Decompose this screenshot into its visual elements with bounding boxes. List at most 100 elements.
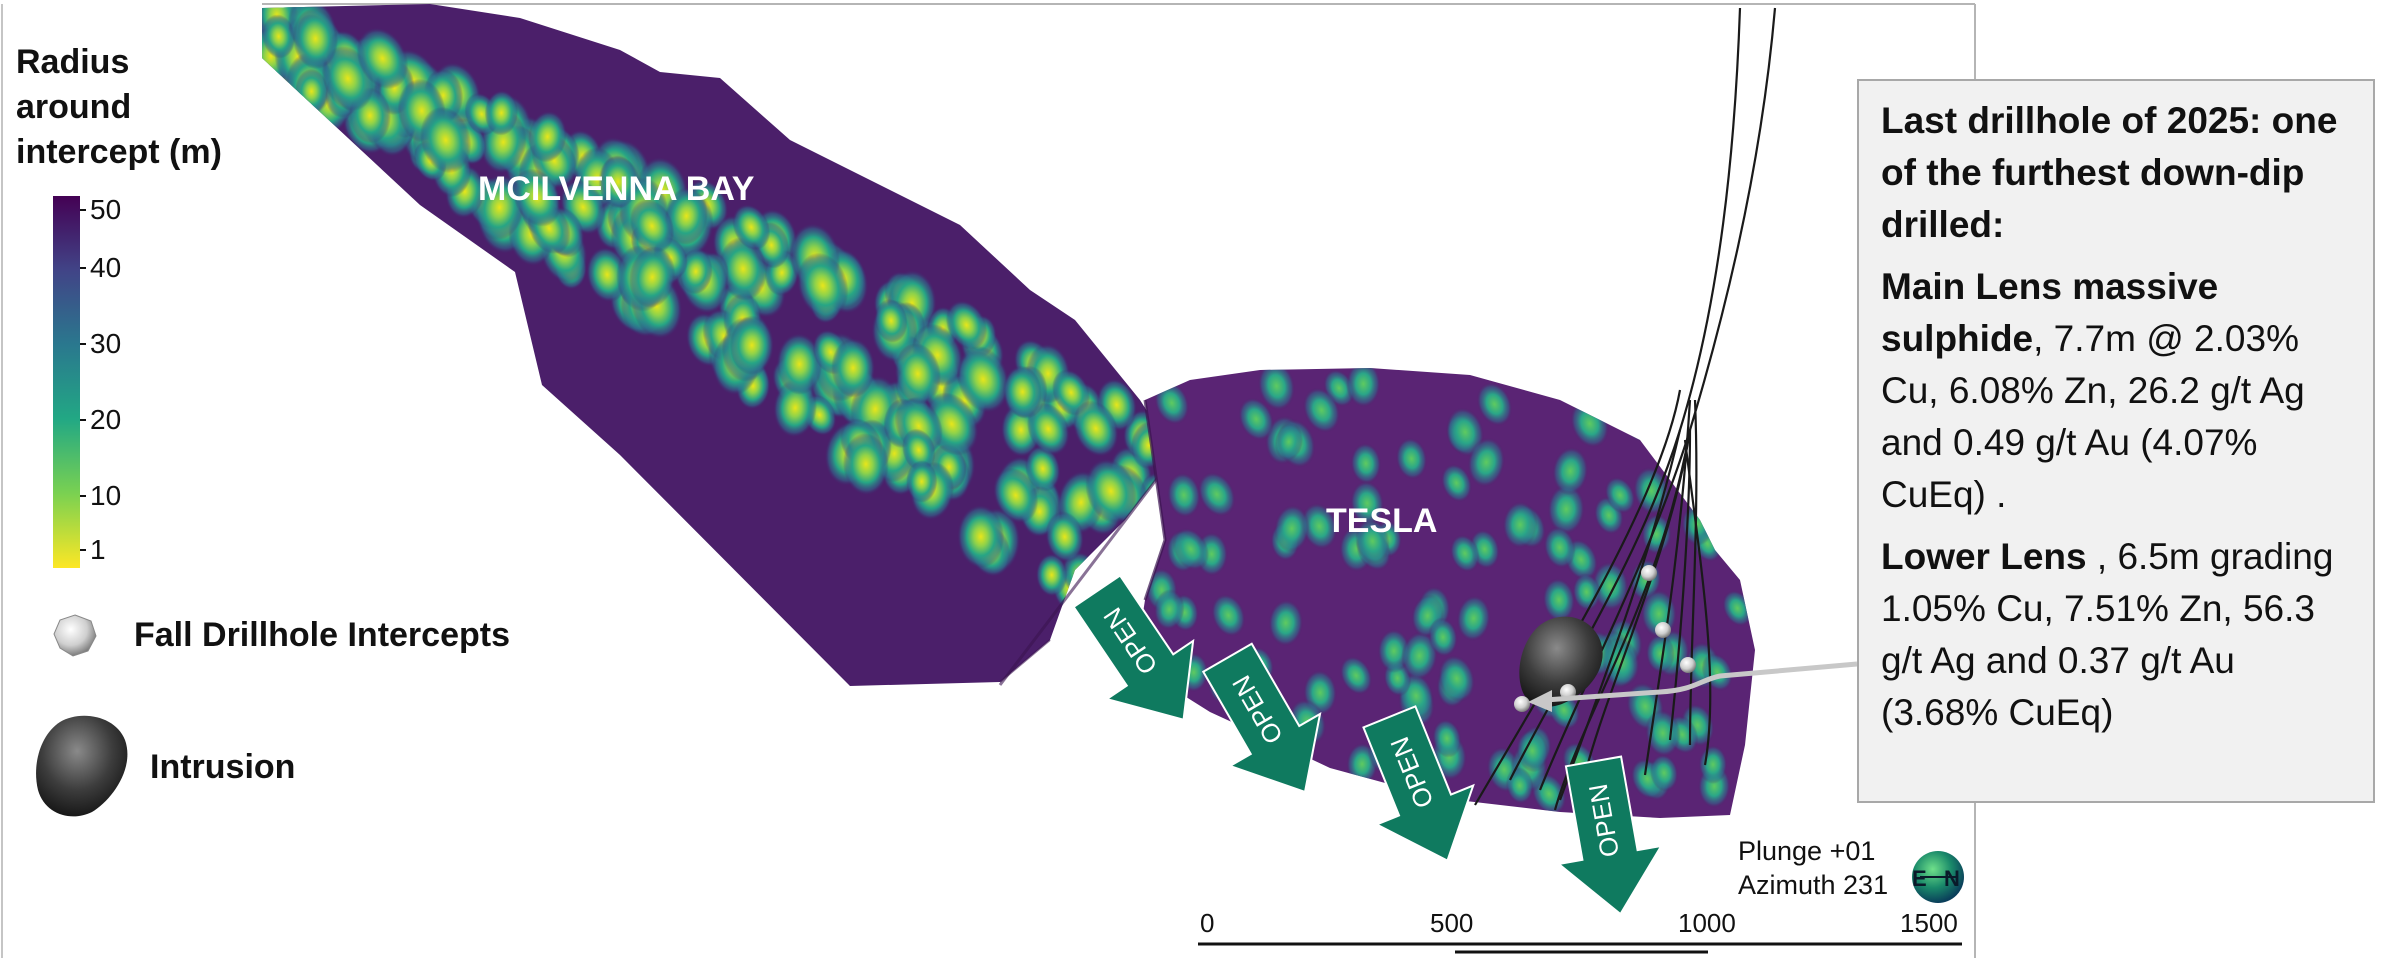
intercept-radius-blob [1274, 504, 1310, 553]
legend-intercepts-label: Fall Drillhole Intercepts [134, 616, 510, 654]
intercept-radius-blob [664, 187, 708, 245]
intercept-radius-blob [1172, 527, 1210, 571]
intercept-radius-blob [1307, 765, 1340, 809]
intercept-radius-blob [1026, 402, 1070, 456]
intercept-radius-blob [1456, 595, 1491, 642]
intercept-radius-blob [1350, 480, 1385, 526]
intercept-radius-blob [1073, 400, 1119, 457]
mcilvenna-bay-lens [262, 4, 1177, 686]
intercept-radius-blob [1085, 458, 1137, 524]
legend-title-line-1: Radius [16, 43, 130, 81]
colorbar-tick-label: 40 [90, 252, 122, 283]
legend-title-line-2: around [16, 88, 132, 126]
intercept-radius-blob [831, 338, 876, 398]
intercept-radius-blob [1401, 631, 1438, 681]
scale-label: 1000 [1678, 908, 1736, 938]
intercept-radius-blob [420, 106, 472, 174]
intercept-radius-blob [1268, 599, 1304, 647]
intercept-radius-blob [1045, 511, 1084, 563]
intercept-radius-blob [528, 111, 567, 163]
intercept-radius-blob [902, 428, 936, 472]
colorbar [53, 196, 80, 568]
drillhole-callout: Last drillhole of 2025: one of the furth… [1857, 79, 2375, 803]
intercept-radius-blob [1645, 633, 1675, 674]
svg-text:N: N [1944, 866, 1960, 891]
intercept-radius-blob [512, 168, 561, 227]
intercept-radius-blob [1350, 442, 1382, 485]
intercept-radius-blob [1035, 553, 1068, 597]
intercept-radius-blob [1170, 737, 1204, 778]
intercept-radius-blob [729, 315, 774, 375]
intercept-radius-blob [906, 460, 938, 503]
callout-lower-lens: Lower Lens , 6.5m grading 1.05% Cu, 7.51… [1881, 536, 2334, 733]
intercept-radius-blob [484, 90, 519, 136]
intercept-radius-blob [1552, 446, 1589, 496]
intercept-radius-blob [1709, 424, 1742, 464]
legend-title-line-3: intercept (m) [16, 133, 222, 171]
intercept-radius-blob [356, 27, 409, 90]
intercept-radius-blob [1502, 501, 1538, 549]
legend-intrusion-label: Intrusion [150, 748, 296, 786]
intercept-radius-blob [474, 174, 525, 241]
intercept-radius-blob [1302, 387, 1341, 433]
intercept-radius-blob [1355, 518, 1390, 564]
intercept-radius-blob [1428, 617, 1458, 657]
intercept-radius-blob [1440, 463, 1473, 503]
callout-heading: Last drillhole of 2025: one of the furth… [1881, 100, 2338, 245]
intercept-radius-blob [1346, 368, 1381, 408]
open-arrow: OPEN [1556, 755, 1664, 916]
open-arrow: OPEN [1362, 705, 1475, 863]
intercept-radius-blob [956, 345, 1010, 413]
intercept-radius-blob [1601, 636, 1640, 687]
intercept-symbol [53, 614, 97, 657]
intercept-radius-blob [1649, 754, 1679, 792]
svg-text:E: E [1912, 866, 1927, 891]
label-tesla: TESLA [1326, 502, 1437, 540]
intercept-radius-blob [1449, 534, 1480, 573]
intercept-radius-blob [1167, 472, 1201, 518]
intercept-radius-blob [1591, 561, 1629, 611]
intercept-radius-blob [1301, 502, 1338, 550]
scale-label: 0 [1200, 908, 1215, 938]
colorbar-tick-label: 10 [90, 480, 122, 511]
intercept-radius-blob [732, 204, 771, 251]
callout-leader [1544, 661, 1858, 703]
colorbar-tick-label: 50 [90, 194, 122, 225]
intercept-radius-blob [1516, 729, 1549, 773]
intercept-radius-blob [1543, 526, 1576, 569]
intercept-radius-blob [1467, 437, 1506, 488]
intrusion-symbol [36, 715, 128, 817]
colorbar-tick-label: 1 [90, 534, 106, 565]
intercept-radius-blob [1698, 745, 1728, 784]
intrusion-body [1519, 616, 1603, 707]
intercept-radius-blob [586, 247, 628, 303]
intercept-radius-blob [1476, 382, 1513, 427]
colorbar-tick-label: 20 [90, 404, 122, 435]
intercept-radius-blob [629, 246, 676, 308]
intercept-radius-blob [1713, 381, 1751, 431]
scale-label: 500 [1430, 908, 1474, 938]
colorbar-tick-label: 30 [90, 328, 122, 359]
intercept-radius-blob [1211, 593, 1246, 637]
intercept-radius-blob [719, 237, 767, 301]
intercept-radius-blob [1003, 365, 1042, 419]
intercept-radius-blob [1547, 483, 1585, 535]
intercept-radius-blob [292, 8, 339, 70]
intercept-radius-blob [1052, 369, 1091, 416]
intercept-radius-blob [874, 298, 908, 343]
azimuth-label: Azimuth 231 [1738, 870, 1889, 900]
intercept-radius-blob [894, 343, 941, 405]
intercept-radius-blob [993, 467, 1039, 523]
intercept-radius-blob [1154, 381, 1190, 425]
intercept-radius-blob [1025, 445, 1061, 492]
legend-title: Radius around intercept (m) [16, 40, 222, 175]
intercept-radius-blob [1542, 577, 1576, 622]
intercept-radius-blob [776, 333, 823, 395]
scale-bar [1198, 942, 1962, 954]
intercept-radius-blob [598, 155, 638, 209]
intercept-radius-blob [1257, 368, 1296, 411]
tesla-lens [1135, 368, 1755, 818]
intercept-radius-blob [1395, 437, 1428, 480]
